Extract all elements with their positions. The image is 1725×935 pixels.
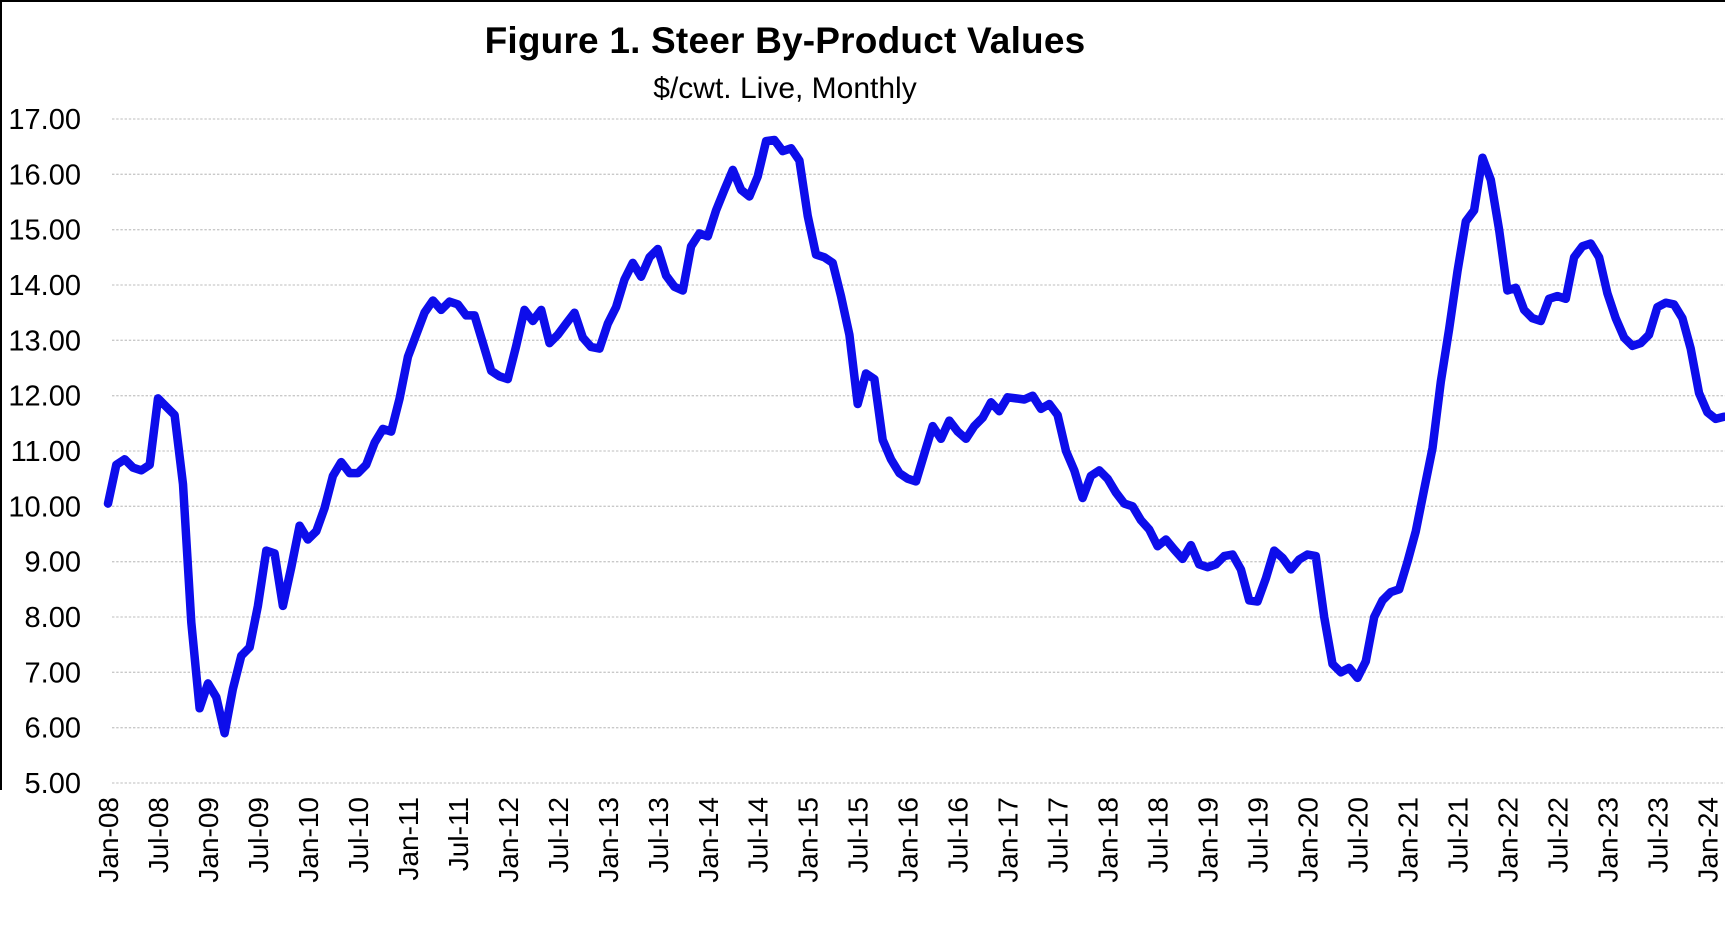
x-axis-labels: Jan-08 Jul-08 Jan-09 Jul-09 Jan-10 Jul-10 Jan-…: [93, 797, 1723, 883]
x-tick-label: Jan-13: [593, 797, 624, 883]
x-tick-label: Jul-10: [343, 797, 374, 873]
x-tick-label: Jul-22: [1542, 797, 1573, 873]
y-tick-label: 10.00: [8, 491, 81, 523]
x-tick-label: Jul-16: [943, 797, 974, 873]
y-tick-label: 7.00: [25, 657, 81, 689]
x-tick-label: Jan-23: [1592, 797, 1623, 883]
x-tick-label: Jul-18: [1143, 797, 1174, 873]
x-tick-label: Jan-09: [193, 797, 224, 883]
frame-border-left: [0, 0, 2, 790]
y-tick-label: 13.00: [8, 325, 81, 357]
x-tick-label: Jan-16: [893, 797, 924, 883]
x-tick-label: Jul-21: [1442, 797, 1473, 873]
x-tick-label: Jul-14: [743, 797, 774, 873]
gridlines: [112, 118, 1725, 784]
x-tick-label: Jan-14: [693, 797, 724, 883]
x-tick-label: Jan-12: [493, 797, 524, 883]
x-tick-label: Jan-20: [1293, 797, 1324, 883]
frame-border-top: [0, 0, 1725, 2]
x-tick-label: Jan-21: [1392, 797, 1423, 883]
x-tick-label: Jan-22: [1492, 797, 1523, 883]
chart-title: Figure 1. Steer By-Product Values: [484, 20, 1086, 61]
y-tick-label: 15.00: [8, 215, 81, 247]
x-tick-label: Jul-20: [1343, 797, 1374, 873]
x-tick-label: Jan-11: [393, 797, 424, 881]
x-tick-label: Jan-10: [293, 797, 324, 883]
x-tick-label: Jan-19: [1193, 797, 1224, 883]
y-tick-label: 11.00: [11, 436, 81, 468]
x-tick-label: Jan-17: [993, 797, 1024, 883]
x-tick-label: Jul-11: [443, 797, 474, 871]
y-tick-label: 9.00: [25, 547, 81, 579]
x-tick-label: Jul-13: [643, 797, 674, 873]
series-line: [103, 135, 1725, 738]
y-tick-label: 12.00: [8, 381, 81, 413]
x-tick-label: Jul-19: [1243, 797, 1274, 873]
y-tick-label: 14.00: [8, 270, 81, 302]
y-tick-label: 5.00: [25, 768, 81, 800]
x-tick-label: Jan-18: [1093, 797, 1124, 883]
x-tick-label: Jan-08: [93, 797, 124, 883]
x-tick-label: Jul-09: [243, 797, 274, 873]
y-tick-label: 6.00: [25, 713, 81, 745]
x-tick-label: Jan-24: [1692, 797, 1723, 883]
x-tick-label: Jul-17: [1043, 797, 1074, 873]
x-tick-label: Jul-08: [143, 797, 174, 873]
y-tick-label: 8.00: [25, 602, 81, 634]
y-tick-label: 16.00: [8, 159, 81, 191]
y-tick-label: 17.00: [8, 104, 81, 136]
x-tick-label: Jan-15: [793, 797, 824, 883]
chart-subtitle: $/cwt. Live, Monthly: [653, 72, 917, 105]
x-tick-label: Jul-23: [1642, 797, 1673, 873]
x-tick-label: Jul-15: [843, 797, 874, 873]
y-axis-labels: 17.00 16.00 15.00 14.00 13.00 12.00 11.00 10.00…: [8, 104, 81, 800]
x-tick-label: Jul-12: [543, 797, 574, 873]
